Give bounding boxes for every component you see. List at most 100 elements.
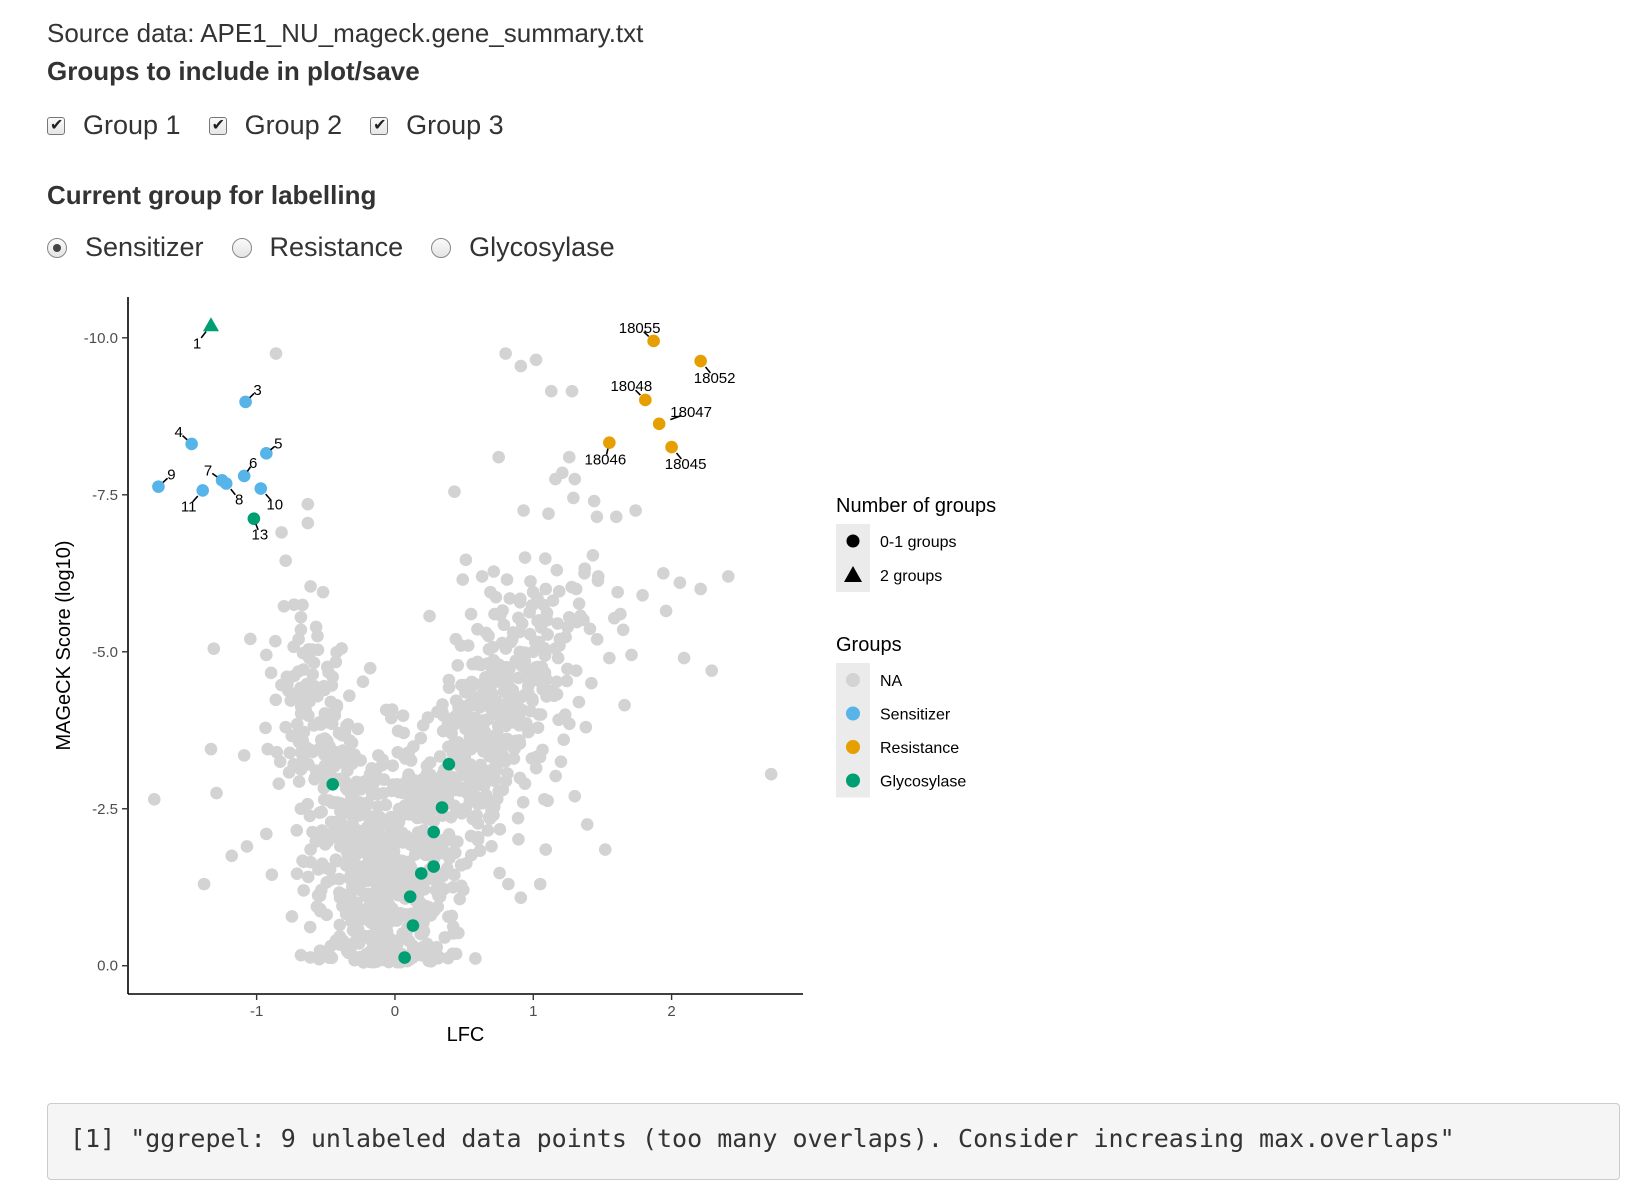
na-point	[423, 609, 436, 623]
na-point	[542, 507, 555, 520]
na-point	[552, 585, 566, 598]
na-point	[330, 646, 343, 659]
radio-sensitizer[interactable]: Sensitizer	[47, 232, 204, 263]
na-point	[390, 914, 403, 927]
na-point	[316, 585, 330, 599]
na-point	[579, 720, 593, 734]
checkbox-checked-icon[interactable]	[47, 115, 65, 135]
na-point	[264, 666, 278, 680]
na-point	[567, 491, 580, 505]
na-point	[491, 727, 504, 740]
na-point	[525, 599, 539, 612]
label-leader-line	[643, 331, 650, 337]
legend-group-label: NA	[880, 673, 903, 690]
x-axis-title: LFC	[447, 1024, 485, 1046]
na-point	[304, 580, 317, 593]
na-point	[478, 725, 492, 739]
labeled-point	[603, 436, 616, 449]
na-point	[353, 881, 366, 895]
plot-legend: Number of groups 0-1 groups 2 groups Groups…	[836, 495, 996, 798]
labeled-point	[652, 417, 666, 431]
point-label: 6	[249, 455, 257, 472]
na-point	[442, 673, 456, 687]
na-point	[417, 924, 431, 938]
na-point	[269, 693, 283, 707]
na-point	[301, 516, 315, 530]
labeled-point	[647, 334, 660, 348]
na-point	[237, 749, 251, 762]
na-point	[372, 928, 385, 941]
na-point	[369, 889, 382, 902]
y-tick-label: -7.5	[92, 487, 118, 504]
point-label: 18046	[584, 452, 626, 469]
na-point	[459, 553, 473, 567]
labeled-point	[254, 482, 268, 495]
na-point	[285, 910, 299, 923]
radio-unselected-icon[interactable]	[431, 237, 452, 258]
na-point	[524, 575, 537, 588]
na-point	[279, 720, 292, 734]
na-point	[483, 681, 497, 695]
na-point	[513, 714, 527, 727]
na-point	[529, 353, 543, 367]
group-1-checkbox[interactable]: Group 1	[47, 110, 181, 141]
na-point	[301, 497, 315, 511]
radio-glycosylase-label: Glycosylase	[469, 232, 615, 262]
na-point	[540, 606, 554, 620]
radio-selected-icon[interactable]	[47, 237, 67, 258]
point-label: 8	[235, 491, 243, 508]
checkbox-checked-icon[interactable]	[370, 115, 389, 135]
na-point	[207, 642, 221, 655]
na-point	[479, 771, 493, 784]
radio-resistance[interactable]: Resistance	[231, 232, 403, 263]
na-point	[290, 824, 304, 837]
na-point	[414, 731, 428, 745]
group-1-label: Group 1	[83, 110, 181, 140]
na-point	[381, 946, 395, 960]
na-point	[333, 872, 346, 886]
na-point	[287, 598, 301, 611]
na-point	[625, 648, 638, 662]
na-point	[486, 640, 500, 654]
checkbox-checked-icon[interactable]	[208, 115, 227, 135]
na-point	[325, 717, 339, 731]
na-point	[489, 746, 503, 760]
na-point	[397, 858, 411, 871]
na-point	[297, 884, 310, 897]
na-point	[417, 824, 430, 837]
na-point	[518, 551, 532, 564]
na-point	[546, 594, 560, 607]
na-point	[348, 908, 361, 922]
na-point	[560, 674, 574, 688]
group-checkbox-list: Group 1 Group 2 Group 3	[47, 110, 532, 141]
na-point	[420, 767, 434, 781]
na-point	[590, 510, 604, 524]
na-point	[468, 730, 481, 743]
radio-glycosylase[interactable]: Glycosylase	[431, 232, 615, 263]
na-point	[603, 651, 616, 665]
na-point	[456, 573, 470, 586]
na-point	[496, 783, 510, 797]
na-point	[534, 708, 548, 721]
group-2-checkbox[interactable]: Group 2	[208, 110, 342, 141]
radio-unselected-icon[interactable]	[231, 237, 252, 258]
na-point	[336, 899, 349, 913]
na-point	[324, 939, 338, 953]
na-point	[568, 472, 582, 486]
na-point	[514, 891, 528, 904]
na-point	[618, 698, 631, 712]
group-3-checkbox[interactable]: Group 3	[370, 110, 504, 141]
na-point	[522, 723, 536, 737]
na-point	[289, 689, 302, 703]
point-label: 1	[193, 335, 201, 352]
na-point	[493, 823, 507, 836]
na-point	[502, 701, 515, 715]
na-point	[394, 810, 407, 824]
na-point	[466, 812, 480, 826]
na-point	[281, 676, 294, 690]
na-point	[320, 862, 334, 875]
na-point	[372, 827, 386, 841]
na-point	[705, 664, 719, 677]
na-point	[275, 526, 288, 539]
